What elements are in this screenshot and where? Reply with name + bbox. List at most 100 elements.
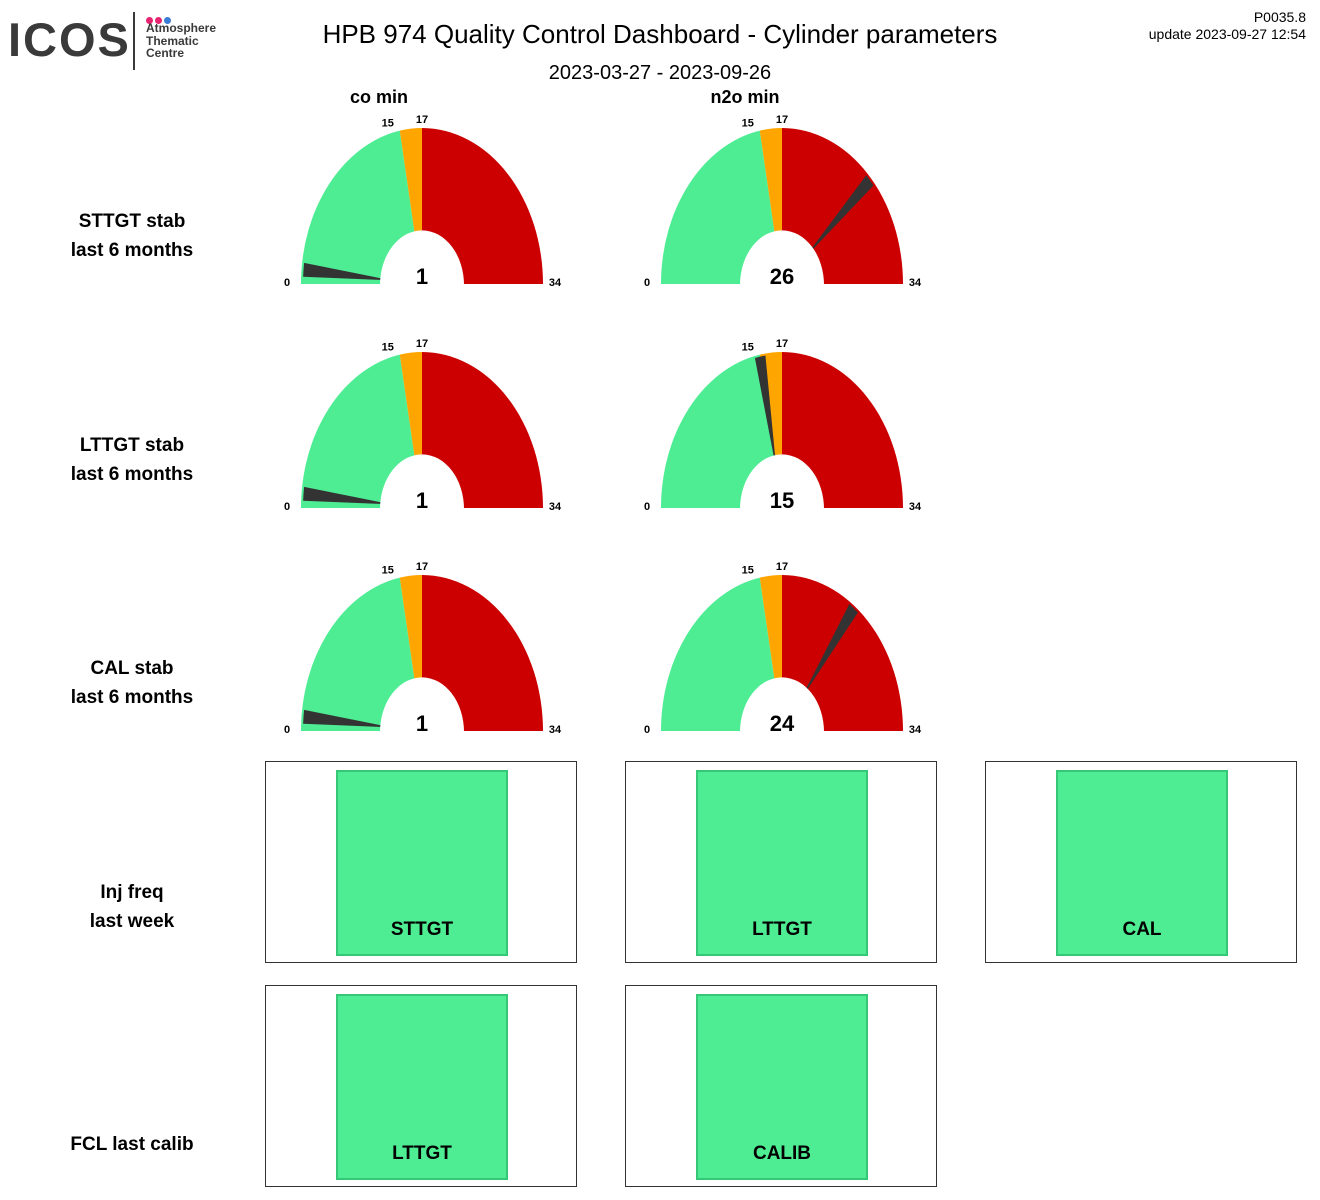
gauge-needle [754, 355, 777, 471]
gauge-value: 26 [770, 264, 794, 289]
gauge-zone-green [301, 577, 422, 731]
status-block: LTTGT [336, 994, 508, 1180]
gauge-tick-label: 0 [644, 501, 650, 513]
gauge: 26 0 34 15 17 [644, 114, 922, 289]
logo-dot [146, 17, 153, 24]
gauge-tick-label: 34 [909, 277, 922, 289]
gauge-zone-green [301, 354, 422, 508]
gauge: 1 0 34 15 17 [284, 338, 562, 513]
gauge-hub [380, 230, 464, 285]
status-block: CAL [1056, 770, 1228, 956]
status-block-label: LTTGT [392, 1143, 452, 1164]
fcl-panel-calib: CALIB [625, 985, 937, 1187]
status-block: LTTGT [696, 770, 868, 956]
gauge-hub [380, 454, 464, 509]
row-label-line: last 6 months [70, 464, 194, 485]
gauge-needle [800, 604, 858, 701]
gauge-tick-label: 34 [909, 501, 922, 513]
gauge-tick-label: 17 [416, 561, 428, 573]
row-label-cal: CAL stab last 6 months [32, 654, 232, 712]
gauge-zone-green [661, 130, 782, 284]
gauge-tick-label: 34 [549, 501, 562, 513]
gauge-zone-red [782, 128, 903, 284]
status-block-label: CALIB [752, 1143, 812, 1164]
column-header-n2o: n2o min [710, 87, 780, 107]
gauge-tick-label: 17 [776, 338, 788, 350]
gauge-zone-red [422, 575, 543, 731]
status-block: STTGT [336, 770, 508, 956]
logo-divider [133, 12, 135, 70]
row-label-line: STTGT stab [78, 211, 186, 232]
row-label-line: last 6 months [70, 687, 194, 708]
gauge-tick-label: 0 [284, 724, 290, 736]
logo-sub-line: Centre [146, 46, 185, 60]
gauge-needle [303, 262, 393, 281]
gauge-needle [303, 486, 393, 505]
gauge-hub [380, 677, 464, 732]
row-label-sttgt: STTGT stab last 6 months [32, 207, 232, 265]
page-title: HPB 974 Quality Control Dashboard - Cyli… [322, 19, 998, 49]
gauge-tick-label: 17 [776, 561, 788, 573]
gauge-hub [740, 454, 824, 509]
row-label-line: Inj freq [100, 882, 164, 903]
logo-dot [155, 17, 162, 24]
status-block-label: LTTGT [752, 919, 812, 940]
row-label-lttgt: LTTGT stab last 6 months [32, 431, 232, 489]
gauge-zone-green [661, 354, 782, 508]
gauge-zone-green [661, 577, 782, 731]
gauge-tick-label: 17 [776, 114, 788, 126]
column-header-co: co min [349, 87, 408, 107]
status-block-label: STTGT [390, 919, 454, 940]
gauge-tick-label: 0 [644, 724, 650, 736]
logo-sub-line: Thematic [146, 33, 199, 48]
gauge-hub [740, 677, 824, 732]
gauge-value: 1 [416, 488, 428, 513]
gauge-needle [804, 175, 874, 259]
gauge-tick-label: 15 [742, 118, 754, 130]
gauge-tick-label: 34 [549, 724, 562, 736]
row-label-line: last 6 months [70, 240, 194, 261]
gauge-tick-label: 17 [416, 338, 428, 350]
gauge-value: 1 [416, 264, 428, 289]
row-label-inj-freq: Inj freq last week [32, 878, 232, 936]
row-label-line: LTTGT stab [79, 435, 185, 456]
gauge-tick-label: 15 [742, 565, 754, 577]
gauge-zone-green [301, 130, 422, 284]
version-label: P0035.8 [1253, 9, 1306, 25]
gauge-tick-label: 15 [382, 118, 394, 130]
logo-dot [164, 17, 171, 24]
fcl-panel-lttgt: LTTGT [265, 985, 577, 1187]
gauge-tick-label: 17 [416, 114, 428, 126]
gauge-tick-label: 15 [382, 565, 394, 577]
icos-logo: ICOS [8, 13, 131, 66]
gauge-zone-red [422, 352, 543, 508]
gauge-tick-label: 34 [909, 724, 922, 736]
gauge: 1 0 34 15 17 [284, 114, 562, 289]
inj-freq-panel-cal: CAL [985, 761, 1297, 963]
gauge-tick-label: 15 [742, 342, 754, 354]
gauge: 24 0 34 15 17 [644, 561, 922, 736]
update-timestamp: update 2023-09-27 12:54 [1148, 26, 1306, 42]
gauge-tick-label: 15 [382, 342, 394, 354]
row-label-line: CAL stab [90, 658, 174, 679]
gauge-tick-label: 34 [549, 277, 562, 289]
gauge-value: 15 [770, 488, 794, 513]
date-range: 2023-03-27 - 2023-09-26 [548, 62, 772, 84]
gauge: 15 0 34 15 17 [644, 338, 922, 513]
gauge-tick-label: 0 [644, 277, 650, 289]
gauge-zone-red [422, 128, 543, 284]
gauge-value: 1 [416, 711, 428, 736]
logo-sub-line: Atmosphere [146, 21, 217, 35]
status-block: CALIB [696, 994, 868, 1180]
row-label-line: last week [89, 911, 175, 932]
gauge-zone-red [782, 575, 903, 731]
row-label-fcl: FCL last calib [32, 1130, 232, 1159]
status-block-label: CAL [1122, 919, 1162, 940]
logo-dots [146, 11, 173, 24]
inj-freq-panel-lttgt: LTTGT [625, 761, 937, 963]
gauge-zone-red [782, 352, 903, 508]
gauge-tick-label: 0 [284, 277, 290, 289]
logo-subtitle: Atmosphere Thematic Centre [146, 22, 216, 60]
gauge-tick-label: 0 [284, 501, 290, 513]
